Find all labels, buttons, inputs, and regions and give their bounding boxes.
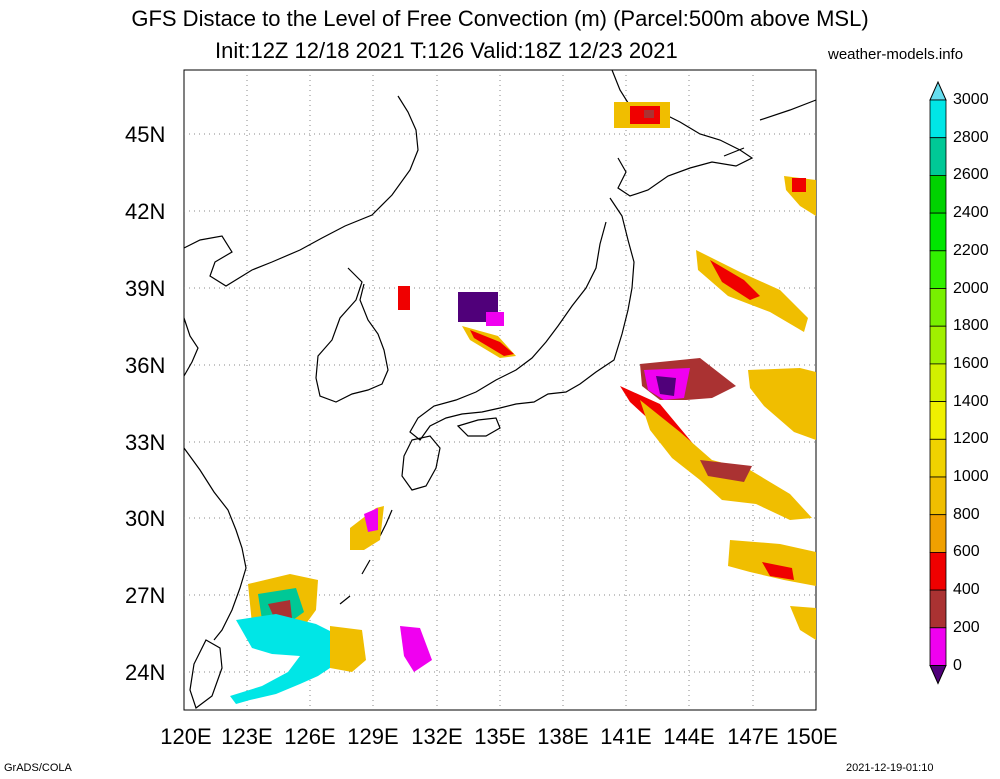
colorbar-swatch xyxy=(929,174,947,214)
colorbar-swatch xyxy=(929,212,947,252)
lon-label-123e: 123E xyxy=(221,724,273,749)
colorbar-swatch xyxy=(929,589,947,629)
colorbar-swatch xyxy=(929,325,947,365)
colorbar-swatch xyxy=(929,137,947,176)
lat-label-39n: 39N xyxy=(125,276,166,301)
site-credit: weather-models.info xyxy=(828,46,964,63)
colorbar-label: 1600 xyxy=(953,354,989,372)
lon-label-141e: 141E xyxy=(600,724,652,749)
colorbar-swatch xyxy=(929,627,947,666)
lat-label-24n: 24N xyxy=(125,660,166,685)
colorbar-swatch xyxy=(929,250,947,289)
colorbar-label: 2000 xyxy=(953,279,989,297)
footer-software: GrADS/COLA xyxy=(4,762,72,774)
lon-label-132e: 132E xyxy=(411,724,463,749)
lon-label-144e: 144E xyxy=(663,724,715,749)
lat-label-30n: 30N xyxy=(125,506,166,531)
lat-label-33n: 33N xyxy=(125,430,166,455)
coastline-kyushu xyxy=(401,435,441,491)
colorbar-swatch xyxy=(929,552,947,591)
colorbar-swatch xyxy=(929,476,947,516)
lat-label-27n: 27N xyxy=(125,583,166,608)
lat-label-36n: 36N xyxy=(125,353,166,378)
footer-timestamp: 2021-12-19-01:10 xyxy=(846,762,934,774)
coastline-taiwan xyxy=(189,639,223,709)
colorbar-label: 2400 xyxy=(953,204,989,222)
lat-label-42n: 42N xyxy=(125,199,166,224)
colorbar-label: 1400 xyxy=(953,392,989,410)
colorbar-swatch xyxy=(929,438,947,478)
colorbar-label: 800 xyxy=(953,505,980,523)
chart-title: GFS Distace to the Level of Free Convect… xyxy=(131,6,869,31)
colorbar-label: 1000 xyxy=(953,468,989,485)
colorbar-swatch xyxy=(929,363,947,402)
colorbar-label: 400 xyxy=(953,581,980,599)
colorbar-label: 2800 xyxy=(953,128,989,146)
lon-label-147e: 147E xyxy=(727,724,779,749)
colorbar-label: 2200 xyxy=(953,241,989,259)
colorbar-swatch xyxy=(929,401,947,440)
lon-label-150e: 150E xyxy=(786,724,838,749)
shaded-fields xyxy=(230,102,816,704)
colorbar-swatch xyxy=(929,288,947,327)
colorbar-label: 600 xyxy=(953,543,980,561)
colorbar-swatch xyxy=(929,514,947,553)
lon-label-126e: 126E xyxy=(284,724,336,749)
colorbar-label: 3000 xyxy=(953,91,989,108)
coastline-ryukyu xyxy=(305,509,393,635)
lat-label-45n: 45N xyxy=(125,122,166,147)
colorbar-bottom-arrow xyxy=(929,665,947,685)
coastline-honshu xyxy=(409,197,635,441)
lon-label-120e: 120E xyxy=(160,724,212,749)
coastline-shikoku xyxy=(456,417,501,437)
colorbar-label: 0 xyxy=(953,656,962,674)
colorbar-label: 2600 xyxy=(953,166,989,184)
colorbar-swatch xyxy=(929,99,947,139)
chart-subtitle: Init:12Z 12/18 2021 T:126 Valid:18Z 12/2… xyxy=(215,38,678,63)
coastline-korea xyxy=(315,267,389,403)
colorbar-label: 1800 xyxy=(953,317,989,335)
coastline-china-north xyxy=(183,95,419,287)
coastline-kuril xyxy=(723,99,817,157)
coastline-china-south xyxy=(183,447,247,641)
lon-label-138e: 138E xyxy=(537,724,589,749)
lon-label-135e: 135E xyxy=(474,724,526,749)
lon-label-129e: 129E xyxy=(347,724,399,749)
colorbar-label: 1200 xyxy=(953,430,989,448)
coastline-china-east xyxy=(183,317,199,377)
colorbar-label: 200 xyxy=(953,618,980,636)
colorbar-top-arrow xyxy=(929,80,947,101)
